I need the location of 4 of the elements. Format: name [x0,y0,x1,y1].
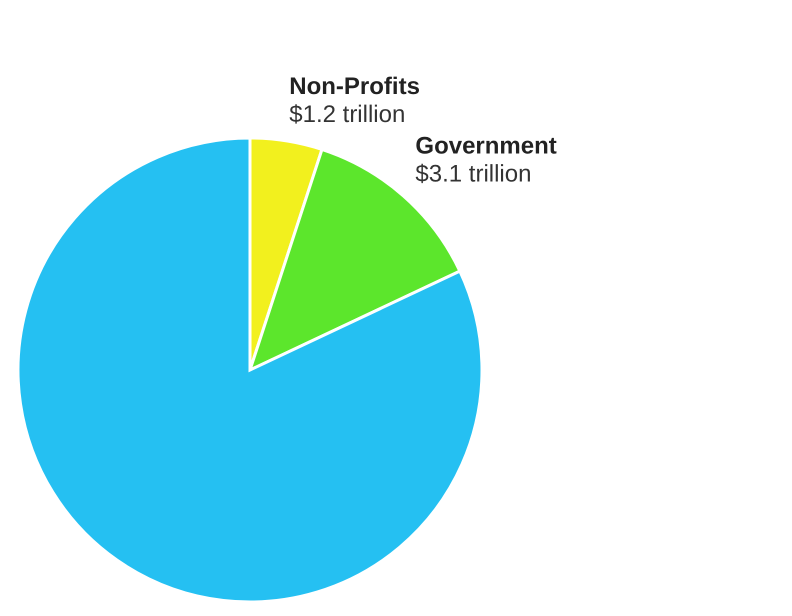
data-label: $1.2 trillion [289,101,406,128]
slice-label: Non-Profits [289,73,420,100]
data-label: $3.1 trillion [415,160,532,188]
slice-label: Government [415,132,557,160]
